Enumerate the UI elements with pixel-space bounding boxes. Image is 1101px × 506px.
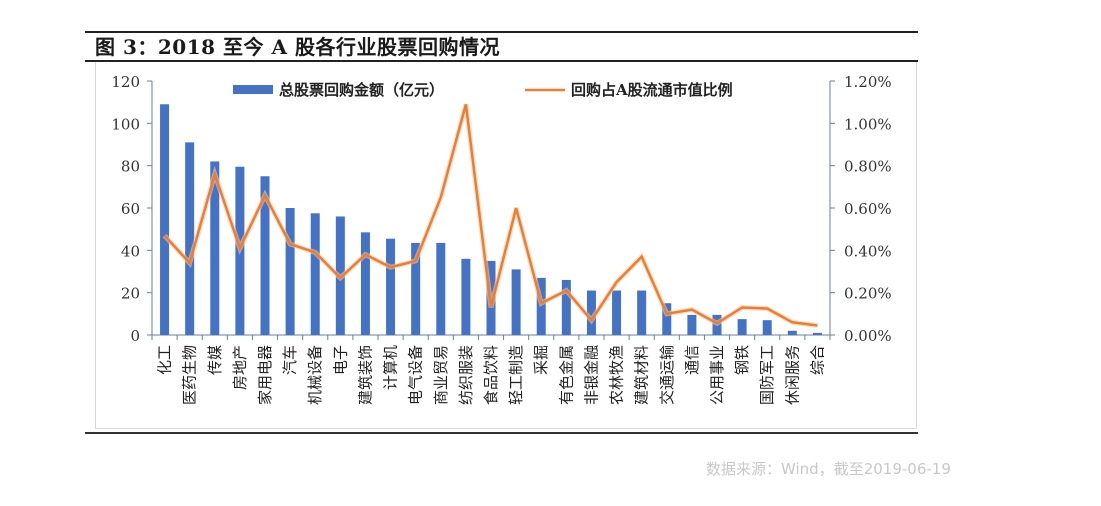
bar [511,269,521,335]
x-axis-category-label: 非银金融 [582,345,600,405]
bar [285,208,295,335]
bar [536,277,546,335]
bottom-rule [85,432,918,434]
bar [662,303,672,335]
title-rule-top [85,31,918,33]
legend-line-label: 回购占A股流通市值比例 [571,81,733,99]
bar [360,232,370,335]
x-axis-category-label: 医药生物 [181,345,199,405]
title-rule-bottom [85,60,918,62]
right-axis-tick-label: 0.60% [844,200,892,218]
bar [260,176,270,335]
bar [411,242,421,335]
legend-bar-swatch [233,85,273,94]
right-axis-tick-label: 0.40% [844,242,892,260]
left-axis-tick-label: 20 [121,285,140,303]
x-axis-category-label: 传媒 [206,345,224,375]
x-axis-category-label: 交通运输 [658,345,676,405]
bar [561,279,571,335]
bar [210,161,220,335]
ratio-line [163,103,818,327]
x-axis-category-label: 钢铁 [733,345,751,375]
source-note: 数据来源：Wind，截至2019-06-19 [706,460,951,478]
x-axis-category-label: 轻工制造 [507,345,525,405]
left-axis-tick-label: 80 [121,158,140,176]
chart-frame [95,62,917,429]
right-axis-tick-label: 1.20% [844,73,892,91]
left-axis-tick-label: 120 [111,73,140,91]
left-axis-tick-label: 40 [121,242,140,260]
bar [612,290,622,335]
bar [386,238,396,335]
x-axis-category-label: 电子 [331,345,349,375]
bar [160,104,170,336]
right-axis-tick-label: 0.20% [844,285,892,303]
x-axis-category-label: 汽车 [281,345,299,375]
x-axis-category-label: 农林牧渔 [608,345,626,405]
x-axis-category-label: 机械设备 [306,345,324,405]
x-axis-category-label: 食品饮料 [482,345,500,405]
x-axis-category-label: 公用事业 [708,345,726,405]
x-axis-category-label: 通信 [683,345,701,375]
x-axis-category-label: 家用电器 [256,345,274,405]
x-axis-labels: 化工 医药生物 传媒 房地产 家用电器 汽车 机械设备 电子 建筑装饰 计算机 电气设备 商业贸易 纺织… [156,345,827,405]
bar [737,319,747,335]
right-axis-tick-label: 0.00% [844,327,892,345]
x-axis-category-label: 有色金属 [557,345,575,405]
x-axis-category-label: 电气设备 [407,345,425,405]
x-axis-category-label: 建筑材料 [633,345,651,405]
bar [185,142,195,335]
bar [461,258,471,335]
x-axis-category-label: 纺织服装 [457,345,475,405]
line-series [162,103,818,328]
legend-bar-label: 总股票回购金额（亿元） [279,81,444,99]
chart-axes: 0 20 40 60 80 100 120 0.00% 0.20% 0.40% 0.60% 0.80%… [111,73,891,345]
bar [687,314,697,335]
right-axis-tick-label: 0.80% [844,158,892,176]
x-axis-category-label: 计算机 [382,345,400,390]
bar [310,213,320,335]
x-axis-category-label: 休闲服务 [783,345,801,405]
chart-legend: 总股票回购金额（亿元） 回购占A股流通市值比例 [233,81,733,99]
x-axis-category-label: 综合 [808,345,826,375]
bar [586,290,596,335]
x-axis-category-label: 建筑装饰 [356,345,374,405]
figure-title: 图 3：2018 至今 A 股各行业股票回购情况 [95,35,500,59]
bar [787,330,797,335]
x-axis-category-label: 房地产 [231,345,249,390]
left-axis-tick-label: 100 [111,115,140,133]
left-axis-tick-label: 0 [130,327,140,345]
x-axis-category-label: 化工 [156,345,174,375]
bar [762,320,772,335]
x-axis-category-label: 商业贸易 [432,345,450,405]
x-axis-category-label: 国防军工 [758,345,776,405]
bar [637,290,647,335]
left-axis-tick-label: 60 [121,200,140,218]
bar [436,242,446,335]
x-axis-category-label: 采掘 [532,345,550,375]
bar [812,332,822,335]
right-axis-tick-label: 1.00% [844,115,892,133]
